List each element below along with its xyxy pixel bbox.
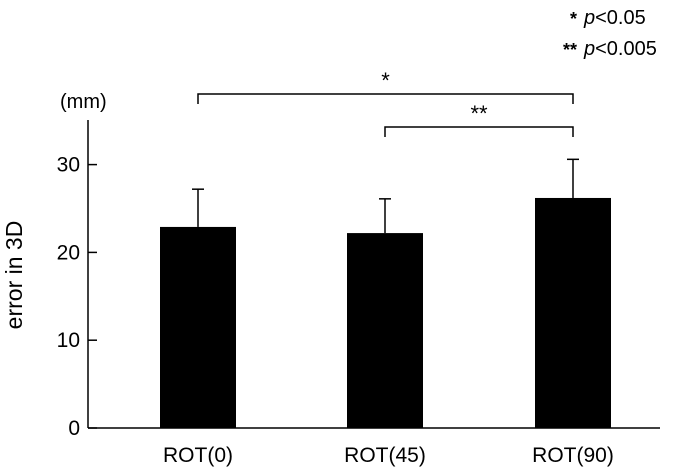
y-axis-unit: (mm) — [60, 91, 107, 113]
bar-1 — [160, 226, 236, 428]
category-label-1: ROT(0) — [163, 444, 233, 467]
y-tick-label-0: 0 — [68, 417, 80, 440]
significance-bracket-2 — [384, 126, 574, 137]
y-tick-label-20: 20 — [57, 241, 80, 264]
legend-text-2: p<0.005 — [583, 38, 657, 60]
bar-2 — [347, 233, 423, 428]
legend-symbol-1: * — [570, 9, 577, 29]
y-tick-label-10: 10 — [57, 329, 80, 352]
y-tick-label-30: 30 — [57, 154, 80, 177]
bar-3 — [535, 197, 611, 428]
category-label-2: ROT(45) — [344, 444, 426, 467]
legend-text-1: p<0.05 — [583, 7, 646, 29]
significance-label-2: ** — [470, 101, 488, 126]
significance-bracket-1 — [197, 93, 574, 104]
category-label-3: ROT(90) — [532, 444, 614, 467]
significance-legend: * p<0.05 ** p<0.005 — [563, 7, 657, 60]
y-axis-label: error in 3D — [1, 221, 27, 330]
legend-symbol-2: ** — [563, 40, 577, 60]
significance-label-1: * — [381, 68, 390, 93]
